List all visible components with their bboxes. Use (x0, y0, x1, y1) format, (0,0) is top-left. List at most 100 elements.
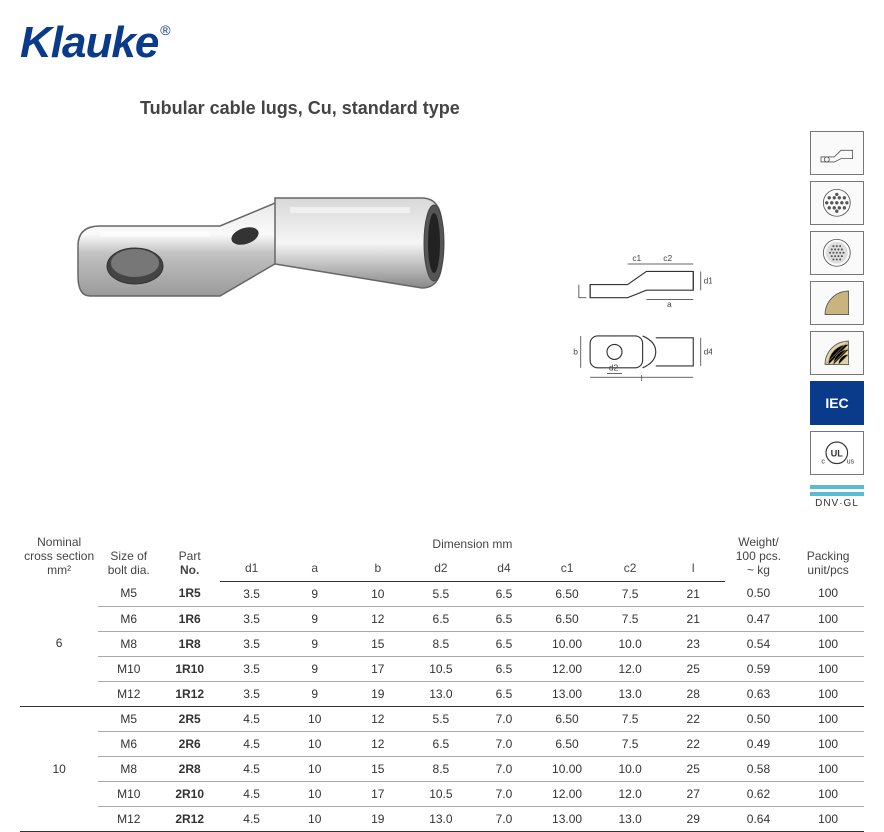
cell-d4: 7.0 (472, 706, 535, 731)
schematic-top: b d2 l d4 (562, 319, 712, 381)
cell-d4: 6.5 (472, 656, 535, 681)
cell-a: 10 (283, 756, 346, 781)
cell-l: 23 (662, 631, 725, 656)
cell-c2: 7.5 (599, 581, 662, 606)
cell-weight: 0.63 (725, 681, 792, 706)
ul-icon: UL c us (810, 431, 864, 475)
cell-c1: 6.50 (536, 581, 599, 606)
cell-b: 12 (346, 706, 409, 731)
cell-b: 15 (346, 756, 409, 781)
col-nominal: Nominal cross section mm² (20, 531, 98, 581)
cell-weight: 0.50 (725, 706, 792, 731)
cert-icons: IEC UL c us DNV·GL (774, 131, 864, 513)
cell-packing: 100 (792, 756, 864, 781)
cell-d4: 7.0 (472, 806, 535, 831)
product-image (20, 131, 500, 381)
cell-weight: 0.62 (725, 781, 792, 806)
cell-d1: 3.5 (220, 681, 283, 706)
cell-nominal: 10 (20, 706, 98, 831)
cell-d1: 4.5 (220, 706, 283, 731)
brand-logo: Klauke® (20, 18, 168, 68)
cell-c1: 10.00 (536, 756, 599, 781)
cell-d2: 10.5 (409, 781, 472, 806)
cell-a: 10 (283, 706, 346, 731)
cell-l: 28 (662, 681, 725, 706)
cell-d2: 13.0 (409, 681, 472, 706)
cell-part: 2R10 (159, 781, 220, 806)
table-row: 6M51R53.59105.56.56.507.5210.50100 (20, 581, 864, 606)
cell-a: 9 (283, 656, 346, 681)
cell-d2: 5.5 (409, 581, 472, 606)
cell-bolt: M10 (98, 781, 159, 806)
cell-c1: 12.00 (536, 656, 599, 681)
cell-c2: 13.0 (599, 806, 662, 831)
cell-weight: 0.59 (725, 656, 792, 681)
table-row: M61R63.59126.56.56.507.5210.47100 (20, 606, 864, 631)
svg-text:b: b (573, 347, 578, 357)
cell-part: 1R8 (159, 631, 220, 656)
cell-part: 2R12 (159, 806, 220, 831)
svg-text:c1: c1 (632, 253, 641, 263)
cell-weight: 0.54 (725, 631, 792, 656)
iec-icon: IEC (810, 381, 864, 425)
cell-d4: 7.0 (472, 731, 535, 756)
cell-packing: 100 (792, 806, 864, 831)
cell-d4: 6.5 (472, 581, 535, 606)
cell-d1: 3.5 (220, 606, 283, 631)
cell-b: 17 (346, 781, 409, 806)
cell-part: 1R12 (159, 681, 220, 706)
cell-packing: 100 (792, 606, 864, 631)
cell-c1: 10.00 (536, 631, 599, 656)
page-title: Tubular cable lugs, Cu, standard type (140, 98, 864, 119)
cell-d2: 6.5 (409, 606, 472, 631)
cell-weight: 0.49 (725, 731, 792, 756)
svg-text:c: c (822, 459, 826, 466)
svg-text:l: l (641, 373, 643, 381)
cell-c2: 7.5 (599, 731, 662, 756)
cell-part: 2R5 (159, 706, 220, 731)
svg-text:UL: UL (831, 449, 844, 459)
col-weight: Weight/ 100 pcs. ~ kg (725, 531, 792, 581)
cell-packing: 100 (792, 731, 864, 756)
cell-d2: 8.5 (409, 631, 472, 656)
dnv-gl-icon: DNV·GL (810, 481, 864, 513)
cell-b: 19 (346, 681, 409, 706)
cell-part: 1R10 (159, 656, 220, 681)
cell-c1: 6.50 (536, 706, 599, 731)
cell-d2: 13.0 (409, 806, 472, 831)
cell-d2: 10.5 (409, 656, 472, 681)
schematic-side: c1 c2 a d1 (562, 247, 712, 309)
svg-text:d1: d1 (704, 276, 712, 286)
table-row: 10M52R54.510125.57.06.507.5220.50100 (20, 706, 864, 731)
cell-bolt: M5 (98, 581, 159, 606)
cell-c2: 10.0 (599, 631, 662, 656)
col-a: a (283, 555, 346, 581)
cell-l: 29 (662, 806, 725, 831)
col-bolt: Size of bolt dia. (98, 531, 159, 581)
cell-part: 2R8 (159, 756, 220, 781)
cell-d2: 8.5 (409, 756, 472, 781)
cell-d4: 6.5 (472, 631, 535, 656)
cell-packing: 100 (792, 681, 864, 706)
cell-d4: 6.5 (472, 681, 535, 706)
svg-text:d4: d4 (704, 347, 712, 357)
cell-weight: 0.64 (725, 806, 792, 831)
cell-d1: 4.5 (220, 806, 283, 831)
cell-a: 10 (283, 731, 346, 756)
cell-c1: 12.00 (536, 781, 599, 806)
lug-outline-icon (810, 131, 864, 175)
col-packing: Packing unit/pcs (792, 531, 864, 581)
cell-a: 9 (283, 631, 346, 656)
cell-bolt: M12 (98, 681, 159, 706)
cell-d1: 4.5 (220, 756, 283, 781)
cell-a: 9 (283, 606, 346, 631)
cell-l: 22 (662, 731, 725, 756)
cell-d4: 6.5 (472, 606, 535, 631)
col-l: l (662, 555, 725, 581)
col-c2: c2 (599, 555, 662, 581)
col-c1: c1 (536, 555, 599, 581)
table-row: M102R104.5101710.57.012.0012.0270.62100 (20, 781, 864, 806)
svg-text:c2: c2 (663, 253, 672, 263)
col-b: b (346, 555, 409, 581)
col-d1: d1 (220, 555, 283, 581)
